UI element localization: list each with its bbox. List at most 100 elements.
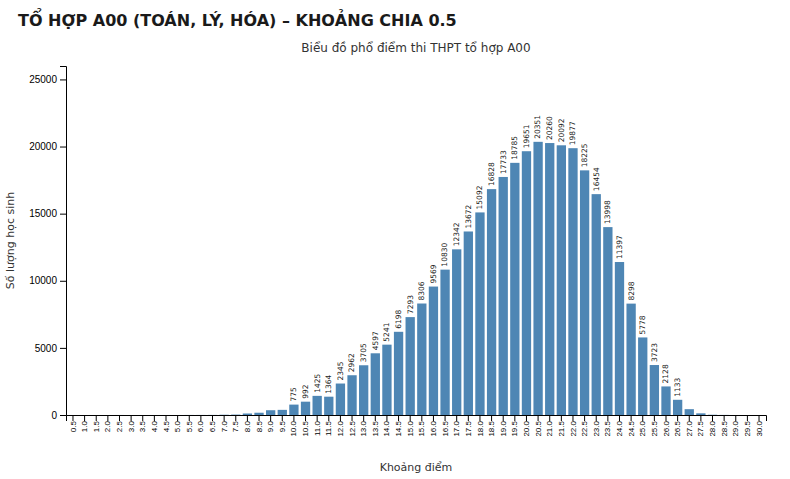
- x-tick-mark: [142, 415, 143, 421]
- y-tick-mark: [60, 281, 66, 282]
- x-tick-mark: [293, 415, 294, 421]
- x-tick: 5.5: [185, 415, 194, 432]
- x-tick-mark: [724, 415, 725, 421]
- data-label: 7293: [406, 295, 415, 314]
- x-tick-mark: [596, 415, 597, 421]
- x-tick-mark: [677, 415, 678, 421]
- bar: [533, 142, 542, 415]
- y-tick-label: 15000: [29, 208, 57, 219]
- x-tick-mark: [421, 415, 422, 421]
- x-tick-label: 7.5: [231, 420, 240, 432]
- bar: [440, 270, 449, 415]
- x-tick-mark: [631, 415, 632, 421]
- data-label: 5778: [638, 315, 647, 334]
- x-tick-label: 4.5: [162, 420, 171, 432]
- bar: [417, 304, 426, 415]
- x-tick-label: 8.5: [255, 420, 264, 432]
- data-label: 16828: [487, 162, 496, 186]
- x-tick: 4.0: [150, 415, 159, 432]
- data-label: 18225: [580, 143, 589, 167]
- bar: [464, 231, 473, 415]
- bar: [231, 414, 240, 415]
- x-tick-label: 14.0: [382, 420, 391, 436]
- x-tick: 11.5: [324, 415, 333, 436]
- data-label: 8298: [627, 281, 636, 300]
- bar: [743, 415, 752, 416]
- x-tick-label: 26.5: [673, 420, 682, 436]
- bar: [452, 249, 461, 415]
- bar: [487, 189, 496, 415]
- x-tick: 8.5: [255, 415, 264, 432]
- x-tick-mark: [259, 415, 260, 421]
- y-axis: 0500010000150002000025000: [29, 67, 66, 421]
- data-label: 1425: [313, 374, 322, 393]
- x-tick-mark: [456, 415, 457, 421]
- x-tick: 7.0: [220, 415, 229, 432]
- bar: [568, 148, 577, 415]
- bar: [545, 143, 554, 415]
- x-tick-mark: [386, 415, 387, 421]
- x-tick-label: 30.0: [755, 420, 764, 436]
- y-tick: 25000: [29, 74, 66, 85]
- bar: [615, 262, 624, 415]
- x-tick-label: 15.5: [417, 420, 426, 436]
- x-tick-mark: [282, 415, 283, 421]
- x-tick-mark: [200, 415, 201, 421]
- y-tick: 0: [51, 410, 66, 421]
- x-tick-label: 6.0: [196, 420, 205, 432]
- bar: [161, 414, 170, 415]
- bar: [475, 212, 484, 415]
- x-tick-label: 2.0: [103, 420, 112, 432]
- x-tick: 20.0: [522, 415, 531, 437]
- data-label: 2345: [336, 361, 345, 380]
- bars: [68, 142, 728, 415]
- data-label: 12342: [452, 222, 461, 246]
- y-axis-title: Số lượng học sinh: [4, 192, 17, 289]
- x-tick: 22.0: [569, 415, 578, 437]
- x-tick-mark: [619, 415, 620, 421]
- x-tick-label: 18.5: [487, 420, 496, 436]
- x-tick: 26.0: [662, 415, 671, 437]
- x-tick-mark: [166, 415, 167, 421]
- x-tick-mark: [340, 415, 341, 421]
- x-axis: 0.51.01.52.02.53.03.54.04.55.05.56.06.57…: [67, 415, 767, 437]
- y-tick-mark: [60, 348, 66, 349]
- x-tick-label: 9.5: [278, 420, 287, 432]
- x-tick-label: 23.5: [603, 420, 612, 436]
- x-tick: 30.0: [755, 415, 764, 437]
- bar: [557, 145, 566, 415]
- bar: [126, 415, 135, 416]
- x-tick: 21.0: [545, 415, 554, 437]
- x-tick: 19.5: [510, 415, 519, 437]
- x-tick: 9.5: [278, 415, 287, 432]
- bar: [429, 287, 438, 415]
- x-tick-label: 21.0: [545, 420, 554, 436]
- x-tick-label: 19.0: [499, 420, 508, 436]
- x-tick-mark: [96, 415, 97, 421]
- x-tick-label: 0.5: [69, 420, 78, 432]
- x-tick-label: 19.5: [510, 420, 519, 436]
- x-tick-mark: [189, 415, 190, 421]
- x-tick-mark: [735, 415, 736, 421]
- data-label: 19877: [568, 121, 577, 145]
- x-tick: 27.5: [696, 415, 705, 437]
- x-tick-mark: [398, 415, 399, 421]
- x-tick: 10.5: [301, 415, 310, 437]
- bar: [603, 227, 612, 415]
- x-tick-label: 5.0: [173, 420, 182, 432]
- x-tick-mark: [84, 415, 85, 421]
- data-label: 4597: [371, 331, 380, 350]
- x-tick: 13.5: [371, 415, 380, 437]
- x-tick-mark: [235, 415, 236, 421]
- bar: [696, 413, 705, 415]
- x-tick-label: 26.0: [662, 420, 671, 436]
- data-label: 1133: [673, 377, 682, 396]
- x-tick: 15.0: [406, 415, 415, 437]
- data-label: 20351: [533, 115, 542, 139]
- x-tick-mark: [572, 415, 573, 421]
- x-tick-label: 10.5: [301, 420, 310, 436]
- bar: [301, 402, 310, 415]
- x-tick-label: 1.0: [80, 420, 89, 432]
- x-tick-label: 20.5: [534, 420, 543, 436]
- bar: [510, 163, 519, 415]
